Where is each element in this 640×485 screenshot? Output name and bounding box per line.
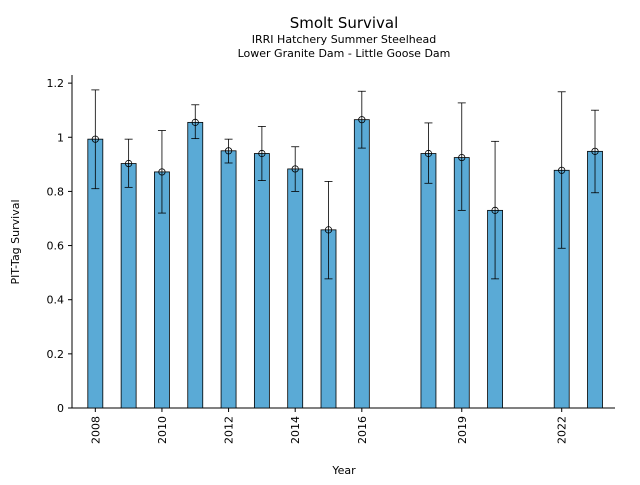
y-tick-label: 1 <box>57 131 64 144</box>
y-tick-label: 0.4 <box>47 294 65 307</box>
point-marker <box>458 153 466 162</box>
bar <box>420 153 437 409</box>
point-marker <box>358 116 366 124</box>
plot-area: 0 0.2 0.4 0.6 0.8 1 1.2 2008 2010 2012 2014 2016 201… <box>47 75 615 444</box>
chart-subtitle-line-2: Lower Granite Dam - Little Goose Dam <box>238 47 451 60</box>
bar <box>353 119 370 409</box>
x-tick-label: 2010 <box>156 416 169 444</box>
point-marker <box>258 149 266 158</box>
bar <box>120 163 137 409</box>
bar <box>220 150 237 409</box>
x-tick-label: 2016 <box>356 416 369 444</box>
y-tick-label: 0.8 <box>47 185 65 198</box>
chart-title: Smolt Survival <box>290 14 399 32</box>
y-tick-label: 0.2 <box>47 348 65 361</box>
point-marker <box>558 166 566 174</box>
point-marker <box>291 165 299 173</box>
point-marker <box>158 168 166 176</box>
bar <box>287 168 304 409</box>
point-marker <box>191 118 199 126</box>
x-axis-label: Year <box>331 464 356 477</box>
x-tick-label: 2014 <box>289 416 302 444</box>
y-tick-label: 1.2 <box>47 77 65 90</box>
x-tick-label: 2012 <box>223 416 236 444</box>
point-marker <box>224 147 233 155</box>
x-tick-label: 2008 <box>89 416 102 444</box>
point-marker <box>324 226 333 234</box>
y-axis-label: PIT-Tag Survival <box>9 199 22 284</box>
point-marker <box>491 206 499 214</box>
point-marker <box>591 147 599 155</box>
chart-subtitle-line-1: IRRI Hatchery Summer Steelhead <box>252 33 436 46</box>
y-tick-label: 0.6 <box>47 240 65 253</box>
x-tick-label: 2022 <box>556 416 569 444</box>
bar <box>187 121 204 409</box>
point-marker <box>424 149 433 158</box>
point-marker <box>91 135 99 143</box>
y-tick-label: 0 <box>57 402 64 415</box>
x-tick-label: 2019 <box>456 416 469 444</box>
point-marker <box>125 159 133 168</box>
bar <box>253 153 270 409</box>
